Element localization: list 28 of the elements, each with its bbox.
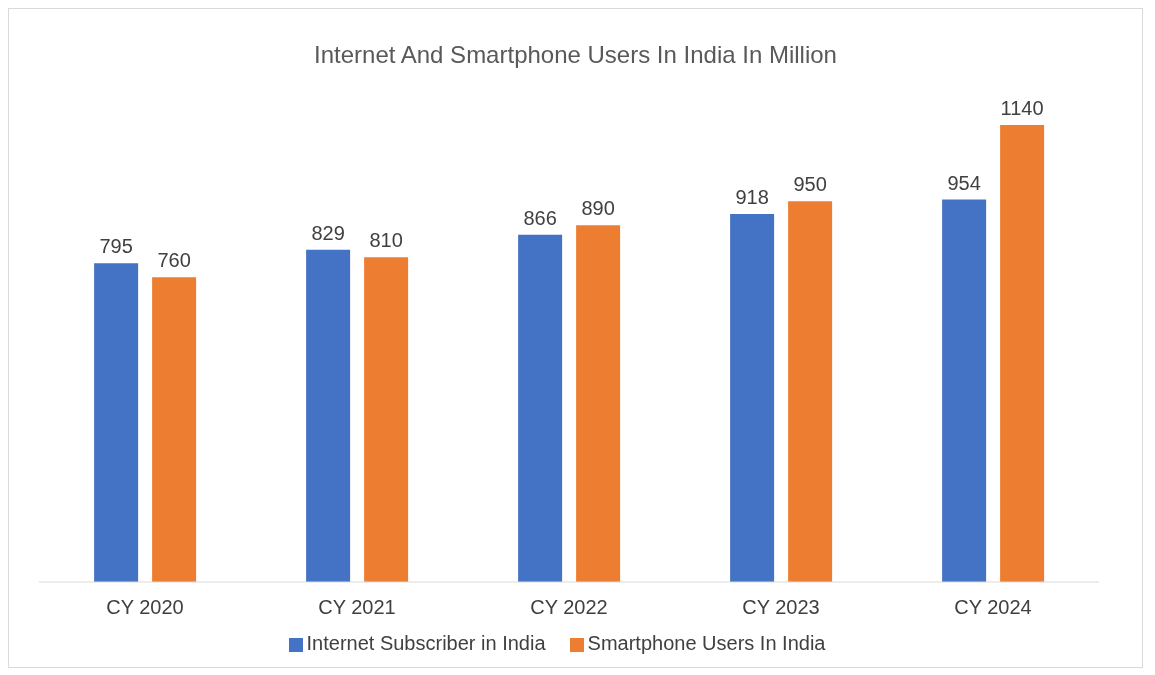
bar [576, 225, 621, 582]
x-tick-label: CY 2022 [530, 596, 608, 619]
bar [1000, 125, 1045, 582]
data-label: 954 [947, 171, 981, 194]
legend-label: Internet Subscriber in India [306, 632, 546, 654]
data-label: 950 [793, 173, 827, 196]
bar [152, 277, 197, 582]
legend-label: Smartphone Users In India [587, 632, 826, 654]
bar [942, 199, 987, 582]
data-label: 918 [735, 185, 769, 208]
data-label: 795 [99, 235, 133, 258]
data-label: 760 [157, 249, 191, 272]
bar [730, 213, 775, 582]
data-label: 810 [369, 229, 403, 252]
data-label: 866 [523, 206, 557, 229]
bar [94, 263, 139, 582]
data-label: 1140 [1000, 97, 1044, 119]
bar [306, 249, 351, 582]
chart-title: Internet And Smartphone Users In India In Million [313, 41, 838, 70]
data-label: 829 [311, 221, 345, 244]
bar [788, 201, 833, 582]
x-tick-label: CY 2023 [742, 596, 820, 619]
data-label: 890 [581, 197, 615, 220]
bar [518, 234, 563, 582]
bar [364, 257, 409, 582]
x-tick-label: CY 2021 [318, 596, 396, 619]
x-tick-label: CY 2020 [106, 596, 184, 619]
x-tick-label: CY 2024 [954, 596, 1032, 619]
